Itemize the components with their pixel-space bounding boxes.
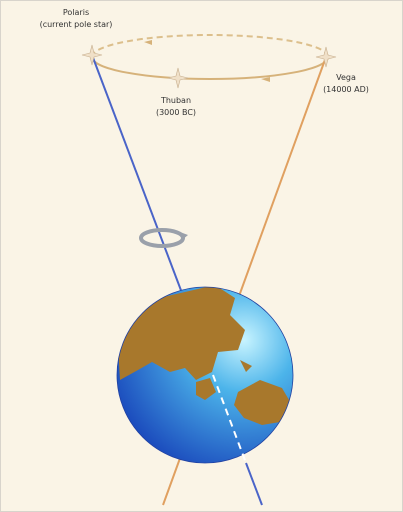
star-name: Vega (336, 73, 356, 82)
earth (116, 286, 294, 464)
star-note: (3000 BC) (156, 108, 196, 117)
star-note: (14000 AD) (323, 85, 369, 94)
circle-back (91, 34, 329, 58)
rotation-arrow (180, 232, 188, 240)
polaris-axis-lower (245, 462, 263, 506)
star-name: Polaris (63, 8, 89, 17)
circle-front (91, 56, 329, 80)
star-name: Thuban (160, 96, 191, 105)
star-note: (current pole star) (40, 20, 113, 29)
